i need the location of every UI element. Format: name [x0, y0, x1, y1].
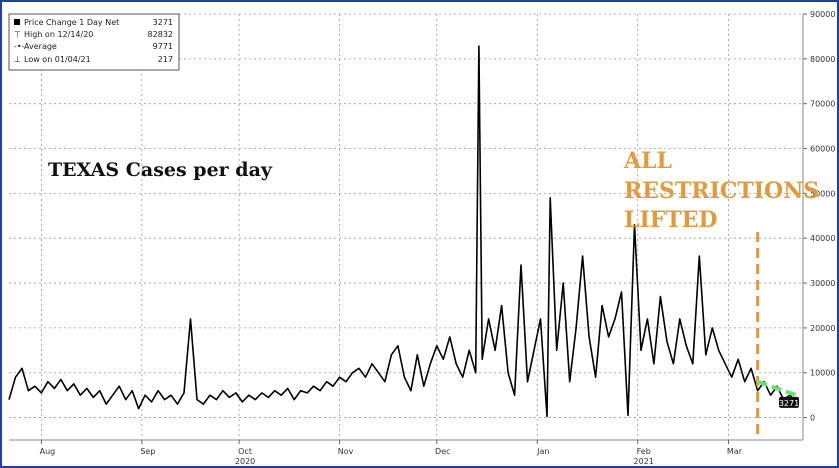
last-value-box — [779, 396, 799, 408]
legend-label-0: Price Change 1 Day Net — [24, 18, 119, 27]
series-line — [8, 45, 798, 418]
legend-label-3: Low on 01/04/21 — [24, 55, 91, 64]
legend-label-2: Average — [24, 42, 57, 51]
legend: Price Change 1 Day Net 3271 ⊤ High on 12… — [8, 13, 180, 71]
annotation-line-2: RESTRICTIONS — [624, 178, 819, 204]
trend-line — [756, 379, 798, 398]
legend-value-0: 3271 — [153, 18, 173, 27]
x-tick-label: Jan — [536, 447, 549, 456]
legend-box — [8, 13, 180, 71]
y-tick-label: 40000 — [810, 234, 835, 243]
chart-title: TEXAS Cases per day — [48, 159, 273, 181]
y-tick-label: 50000 — [810, 189, 835, 198]
x-tick-label: Oct — [238, 447, 252, 456]
x-tick-label: Mar — [727, 447, 743, 456]
y-tick-label: 80000 — [810, 55, 835, 64]
low-marker-icon: ⊥ — [14, 55, 21, 64]
x-tick-label: Sep — [140, 447, 155, 456]
legend-value-3: 217 — [158, 55, 173, 64]
x-tick-label: Dec — [435, 447, 450, 456]
y-tick-label: 60000 — [810, 145, 835, 154]
legend-swatch — [14, 19, 20, 25]
annotation-line-1: ALL — [623, 148, 672, 174]
last-value-label: 3271 — [779, 399, 799, 408]
x-tick-label: Nov — [338, 447, 354, 456]
y-tick-label: 20000 — [810, 324, 835, 333]
legend-label-1: High on 12/14/20 — [24, 30, 93, 39]
average-marker-icon: -•- — [14, 42, 25, 51]
last-value-tag: 3271 — [779, 396, 799, 408]
y-tick-label: 70000 — [810, 100, 835, 109]
annotation-line-3: LIFTED — [624, 207, 718, 233]
high-marker-icon: ⊤ — [14, 30, 21, 39]
y-tick-label: 90000 — [810, 10, 835, 19]
legend-value-2: 9771 — [153, 42, 173, 51]
x-tick-label: Aug — [40, 447, 56, 456]
x-year-label: 2020 — [235, 457, 255, 466]
y-tick-label: 30000 — [810, 279, 835, 288]
y-tick-label: 10000 — [810, 369, 835, 378]
x-tick-label: Feb — [637, 447, 651, 456]
y-tick-label: 0 — [810, 414, 815, 423]
x-year-label: 2021 — [634, 457, 654, 466]
legend-value-1: 82832 — [148, 30, 173, 39]
series-group — [8, 45, 798, 418]
y-axis: 0 10000 20000 30000 40000 50000 60000 70000 8000… — [802, 10, 835, 440]
